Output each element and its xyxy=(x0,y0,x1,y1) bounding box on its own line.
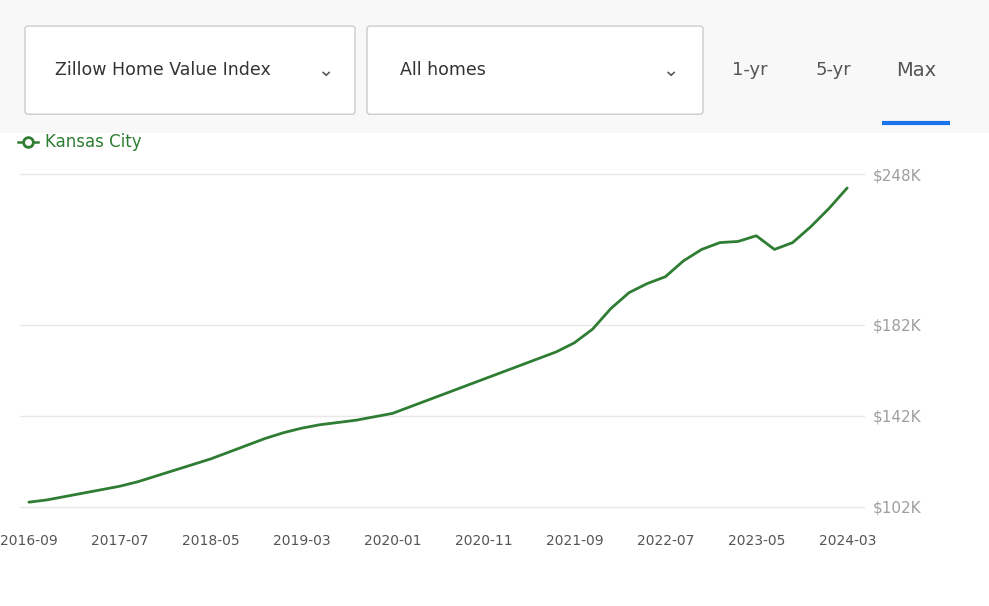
Text: ⌄: ⌄ xyxy=(662,61,678,79)
Text: Kansas City: Kansas City xyxy=(45,133,142,152)
Text: All homes: All homes xyxy=(400,61,486,79)
Text: Max: Max xyxy=(896,61,936,79)
FancyBboxPatch shape xyxy=(25,26,355,115)
FancyBboxPatch shape xyxy=(0,0,989,133)
Text: Zillow Home Value Index: Zillow Home Value Index xyxy=(55,61,271,79)
Text: 1-yr: 1-yr xyxy=(732,61,767,79)
Text: ⌄: ⌄ xyxy=(316,61,333,79)
Text: 5-yr: 5-yr xyxy=(815,61,851,79)
FancyBboxPatch shape xyxy=(367,26,703,115)
